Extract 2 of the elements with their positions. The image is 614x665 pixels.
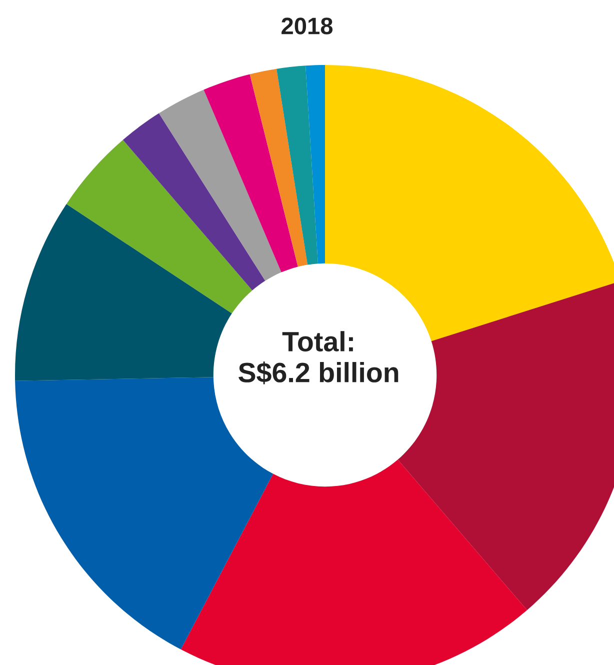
chart-title: 2018 (282, 18, 333, 34)
text: Total: S$6.2 billion (238, 331, 398, 384)
